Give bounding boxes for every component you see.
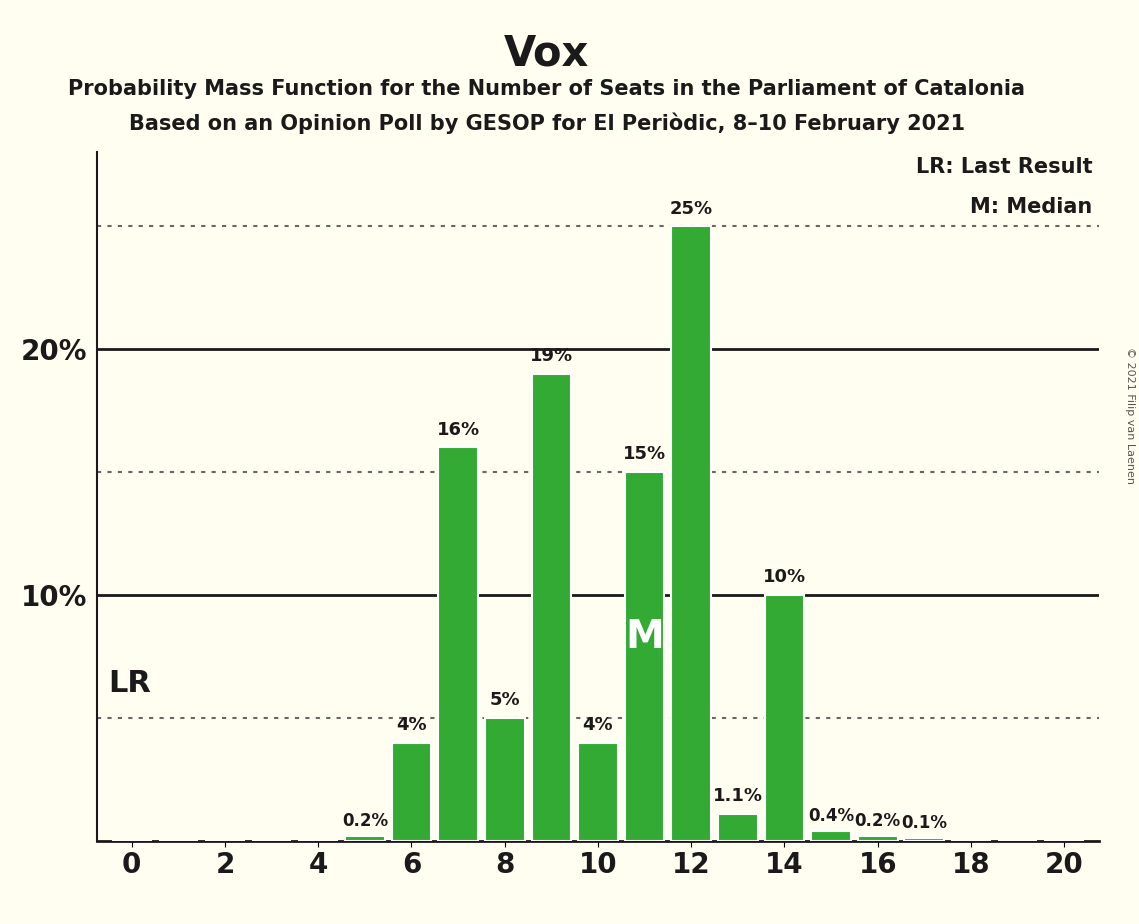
Text: 25%: 25% xyxy=(670,200,713,218)
Bar xyxy=(485,718,525,841)
Text: LR: LR xyxy=(108,669,151,699)
Text: M: M xyxy=(625,618,664,656)
Bar xyxy=(625,472,664,841)
Bar xyxy=(858,836,898,841)
Bar xyxy=(345,836,385,841)
Text: 0.2%: 0.2% xyxy=(854,812,901,830)
Bar xyxy=(392,743,432,841)
Text: M: Median: M: Median xyxy=(970,197,1092,217)
Text: 0.2%: 0.2% xyxy=(342,812,388,830)
Bar xyxy=(532,373,571,841)
Bar xyxy=(811,831,851,841)
Text: 1.1%: 1.1% xyxy=(713,787,763,805)
Text: 10%: 10% xyxy=(763,568,806,587)
Bar xyxy=(904,838,944,841)
Bar xyxy=(718,814,757,841)
Text: 4%: 4% xyxy=(396,716,427,734)
Text: 5%: 5% xyxy=(490,691,521,710)
Text: Vox: Vox xyxy=(505,32,589,74)
Text: LR: Last Result: LR: Last Result xyxy=(916,157,1092,177)
Text: 16%: 16% xyxy=(436,420,480,439)
Text: 0.4%: 0.4% xyxy=(808,807,854,825)
Bar xyxy=(764,595,804,841)
Bar xyxy=(579,743,617,841)
Text: 19%: 19% xyxy=(530,347,573,365)
Text: Based on an Opinion Poll by GESOP for El Periòdic, 8–10 February 2021: Based on an Opinion Poll by GESOP for El… xyxy=(129,113,965,134)
Text: 0.1%: 0.1% xyxy=(901,814,948,833)
Bar xyxy=(671,226,711,841)
Text: Probability Mass Function for the Number of Seats in the Parliament of Catalonia: Probability Mass Function for the Number… xyxy=(68,79,1025,99)
Text: © 2021 Filip van Laenen: © 2021 Filip van Laenen xyxy=(1125,347,1134,484)
Text: 15%: 15% xyxy=(623,445,666,464)
Bar xyxy=(439,447,478,841)
Text: 4%: 4% xyxy=(583,716,613,734)
